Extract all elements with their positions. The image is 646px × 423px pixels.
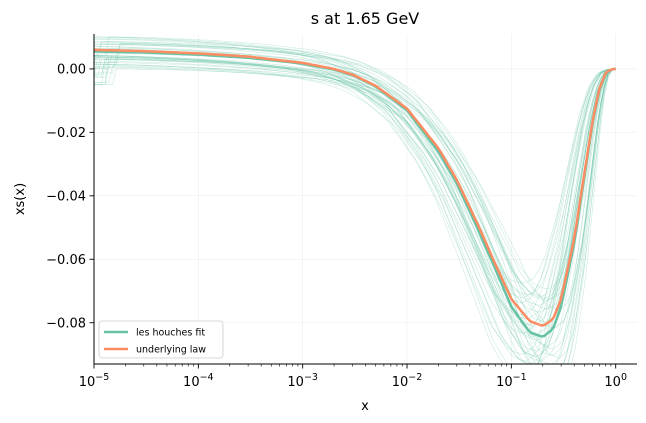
replica-line-39 (94, 55, 616, 284)
y-tick-label-0: 0.00 (57, 62, 86, 77)
legend-label-les-houches-fit: les houches fit (136, 328, 205, 339)
replica-line-34 (94, 68, 616, 310)
y-tick-label-4: −0.08 (46, 316, 86, 331)
replica-line-36 (94, 43, 616, 336)
replica-line-42 (94, 47, 616, 357)
replica-line-35 (94, 66, 616, 350)
replica-line-41 (94, 41, 616, 304)
replica-line-8 (94, 36, 616, 357)
series-line-les-houches-fit (94, 50, 616, 338)
x-tick-label-2: 10−3 (287, 372, 318, 390)
legend: les houches fit underlying law (98, 320, 224, 359)
replica-line-40 (94, 43, 616, 364)
replica-line-26 (94, 57, 616, 326)
replica-line-18 (94, 53, 616, 301)
replica-line-44 (94, 63, 616, 364)
series-line-underlying-law (94, 48, 616, 327)
replica-line-0 (94, 64, 616, 364)
replica-line-43 (94, 62, 616, 306)
replica-line-29 (94, 61, 616, 364)
replica-line-4 (94, 42, 616, 310)
replica-line-16 (94, 41, 616, 290)
x-axis-title: x (361, 399, 369, 414)
replica-line-17 (94, 55, 616, 355)
legend-label-underlying-law: underlying law (136, 345, 206, 356)
x-tick-label-4: 10−1 (496, 372, 527, 390)
y-tick-label-3: −0.06 (46, 253, 86, 268)
replica-line-1 (94, 58, 616, 362)
x-tick-label-3: 10−2 (392, 372, 423, 390)
replica-line-24 (94, 38, 616, 327)
replica-line-25 (94, 58, 616, 347)
y-ticks: 0.00 −0.02 −0.04 −0.06 −0.08 (46, 62, 94, 331)
y-tick-label-2: −0.04 (46, 189, 86, 204)
fit-replicas (94, 36, 616, 364)
series-lines (94, 48, 616, 338)
y-tick-label-1: −0.02 (46, 126, 86, 141)
replica-line-28 (94, 65, 616, 328)
x-tick-label-1: 10−4 (183, 372, 214, 390)
replica-line-11 (94, 58, 616, 300)
replica-line-14 (94, 66, 616, 313)
x-tick-label-0: 10−5 (79, 372, 110, 390)
replica-line-12 (94, 55, 616, 316)
replica-line-13 (94, 48, 616, 362)
replica-line-7 (94, 44, 616, 297)
replica-line-21 (94, 56, 616, 364)
replica-line-9 (94, 46, 616, 364)
replica-line-2 (94, 55, 616, 364)
replica-line-3 (94, 48, 616, 357)
x-tick-label-5: 100 (604, 372, 627, 390)
replica-line-20 (94, 56, 616, 341)
y-axis-title: xs(x) (13, 183, 28, 215)
chart-title: s at 1.65 GeV (311, 9, 420, 28)
replica-line-37 (94, 56, 616, 364)
replica-line-22 (94, 38, 616, 352)
legend-frame (98, 320, 224, 359)
replica-line-19 (94, 58, 616, 323)
x-ticks: 10−5 10−4 10−3 10−2 10−1 100 (79, 364, 627, 390)
replica-line-27 (94, 42, 616, 295)
replica-line-33 (94, 36, 616, 364)
